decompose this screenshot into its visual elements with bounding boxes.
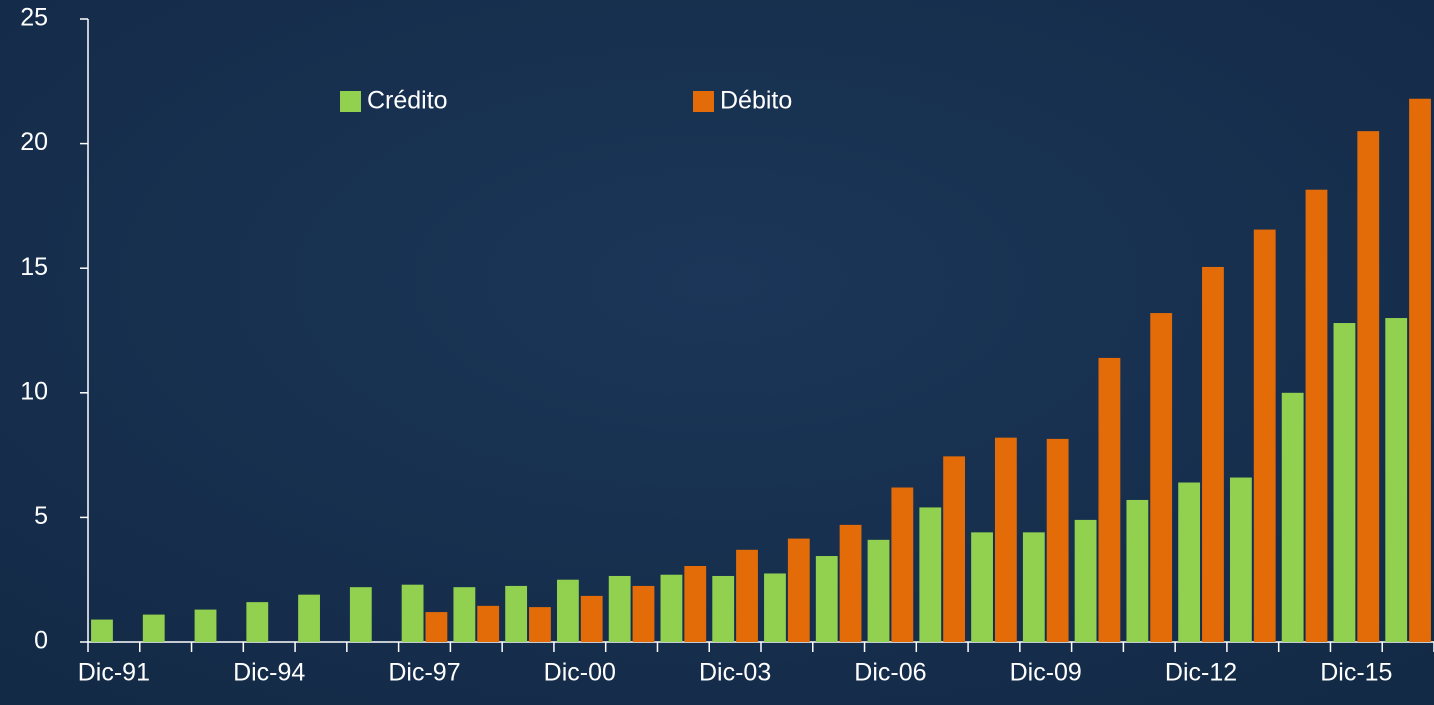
bar	[1357, 131, 1380, 642]
y-tick-label: 20	[20, 128, 48, 156]
bar	[1022, 532, 1045, 642]
bar	[425, 612, 448, 642]
y-tick-label: 10	[20, 377, 48, 405]
y-tick-label: 0	[34, 627, 48, 655]
bar	[505, 585, 528, 642]
legend-label: Crédito	[367, 87, 448, 115]
bar	[839, 524, 862, 642]
x-tick-label: Dic-06	[854, 659, 926, 687]
bar	[298, 594, 320, 642]
bar	[608, 575, 631, 642]
legend-swatch	[693, 91, 714, 112]
x-tick-label: Dic-91	[78, 659, 150, 687]
bar	[815, 556, 838, 642]
bar	[943, 456, 966, 642]
bar	[1229, 477, 1252, 642]
bar	[994, 437, 1017, 642]
x-tick-label: Dic-00	[544, 659, 616, 687]
bar	[1150, 313, 1173, 642]
bar	[1333, 323, 1356, 642]
bar	[556, 579, 579, 642]
bar	[477, 605, 500, 642]
bar	[1074, 519, 1097, 642]
bar	[1202, 266, 1224, 642]
bar	[1046, 438, 1069, 642]
bar	[787, 538, 810, 642]
bar	[684, 565, 707, 642]
bar	[764, 573, 786, 642]
bar	[1178, 482, 1201, 642]
bar	[453, 587, 476, 642]
legend-label: Débito	[720, 87, 792, 115]
bar	[580, 595, 603, 642]
bar	[971, 532, 993, 642]
x-tick-label: Dic-12	[1165, 659, 1237, 687]
bar	[1126, 499, 1149, 642]
x-tick-label: Dic-97	[388, 659, 460, 687]
y-tick-label: 25	[20, 4, 48, 32]
bar	[349, 587, 372, 642]
y-tick-label: 15	[20, 253, 48, 281]
bar	[891, 487, 914, 642]
bar	[919, 507, 942, 642]
bar	[1385, 318, 1408, 642]
bar	[401, 584, 424, 642]
bar	[660, 574, 683, 642]
x-tick-label: Dic-15	[1320, 659, 1392, 687]
bar	[736, 549, 758, 642]
bar	[1281, 392, 1304, 642]
bar	[142, 614, 165, 642]
bar	[632, 585, 655, 642]
bar	[529, 607, 551, 642]
x-tick-label: Dic-03	[699, 659, 771, 687]
legend-swatch	[340, 91, 361, 112]
bar	[1253, 229, 1276, 642]
bar	[712, 575, 735, 642]
bar	[194, 609, 217, 642]
x-tick-label: Dic-09	[1010, 659, 1082, 687]
bar	[91, 619, 113, 642]
x-tick-label: Dic-94	[233, 659, 305, 687]
bar	[867, 539, 890, 642]
bar	[1305, 189, 1328, 642]
bar	[1409, 98, 1431, 642]
y-tick-label: 5	[34, 502, 48, 530]
bar	[246, 602, 269, 642]
bar	[1098, 357, 1121, 642]
